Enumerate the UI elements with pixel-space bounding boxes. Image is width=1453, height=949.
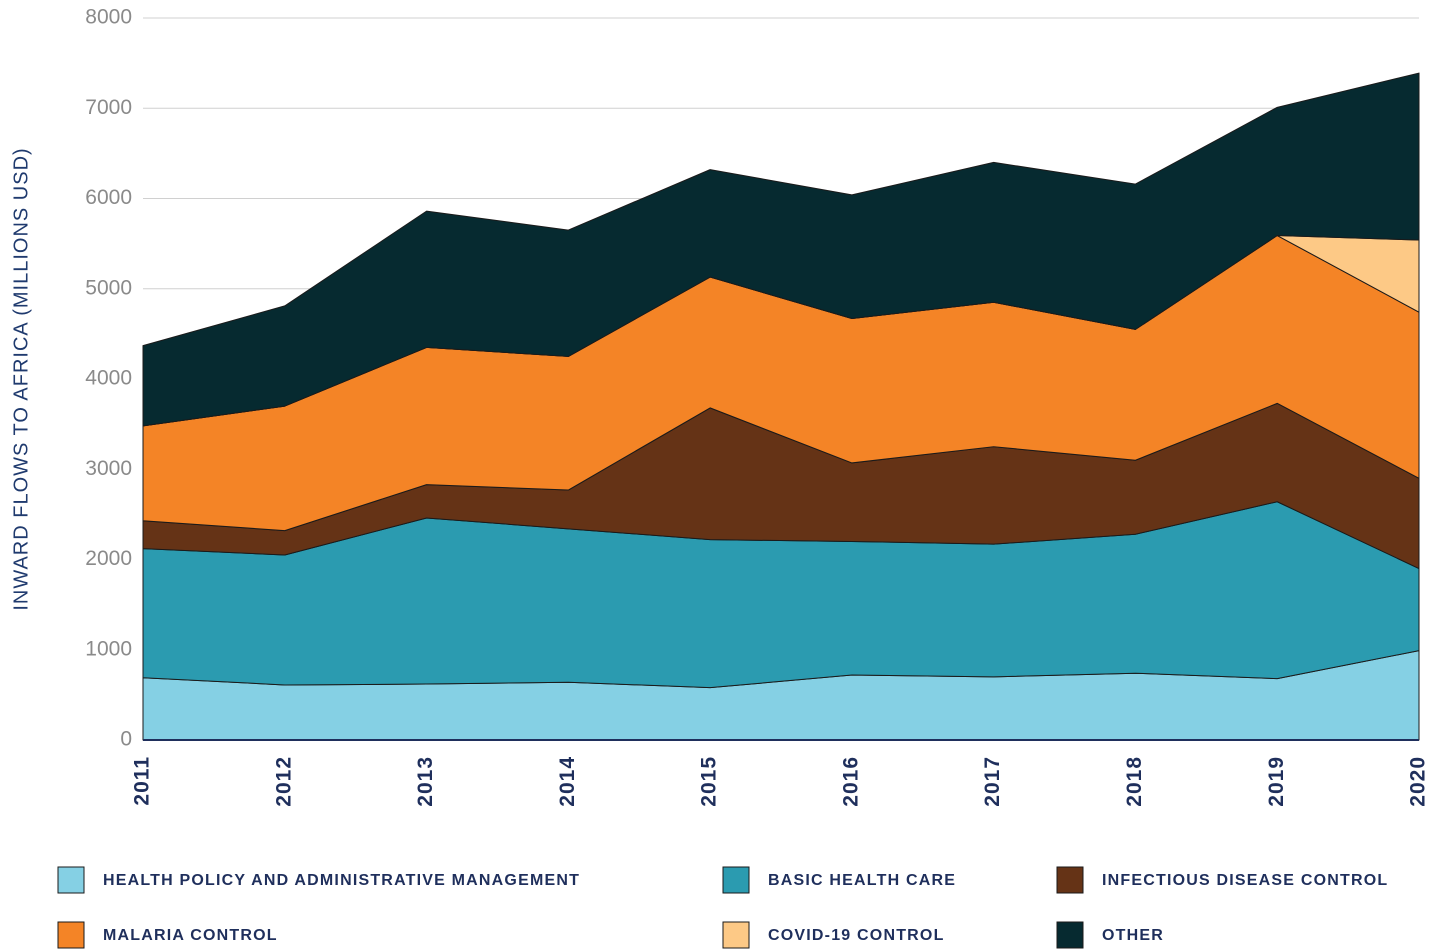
y-tick-label: 5000 bbox=[85, 276, 132, 299]
x-tick-label: 2019 bbox=[1265, 756, 1288, 807]
legend-label: COVID-19 CONTROL bbox=[768, 927, 945, 944]
x-tick-label: 2017 bbox=[981, 756, 1004, 807]
legend-swatch bbox=[722, 866, 750, 894]
legend-label: BASIC HEALTH CARE bbox=[768, 872, 956, 889]
x-tick-label: 2020 bbox=[1407, 756, 1430, 807]
legend-swatch bbox=[722, 921, 750, 949]
y-axis-label: INWARD FLOWS TO AFRICA (MILLIONS USD) bbox=[10, 147, 32, 610]
y-tick-label: 3000 bbox=[85, 457, 132, 480]
y-tick-label: 7000 bbox=[85, 96, 132, 119]
area bbox=[142, 72, 1420, 427]
x-tick-label: 2016 bbox=[839, 756, 862, 807]
legend-label: INFECTIOUS DISEASE CONTROL bbox=[1102, 872, 1388, 889]
legend-swatch bbox=[57, 921, 85, 949]
y-tick-label: 6000 bbox=[85, 186, 132, 209]
y-tick-label: 8000 bbox=[85, 6, 132, 29]
x-tick-label: 2014 bbox=[556, 756, 579, 807]
y-tick-label: 0 bbox=[120, 728, 132, 751]
x-tick-label: 2012 bbox=[272, 756, 295, 807]
legend-swatch bbox=[1056, 866, 1084, 894]
x-tick-label: 2013 bbox=[414, 756, 437, 807]
legend-label: MALARIA CONTROL bbox=[103, 927, 278, 944]
legend-swatch bbox=[57, 866, 85, 894]
x-tick-label: 2011 bbox=[131, 756, 154, 806]
legend-label: OTHER bbox=[1102, 927, 1164, 944]
legend-label: HEALTH POLICY AND ADMINISTRATIVE MANAGEM… bbox=[103, 872, 580, 889]
legend-swatch bbox=[1056, 921, 1084, 949]
x-tick-label: 2018 bbox=[1123, 756, 1146, 807]
x-tick-label: 2015 bbox=[698, 756, 721, 807]
y-tick-label: 2000 bbox=[85, 547, 132, 570]
y-tick-label: 4000 bbox=[85, 367, 132, 390]
y-tick-label: 1000 bbox=[85, 637, 132, 660]
